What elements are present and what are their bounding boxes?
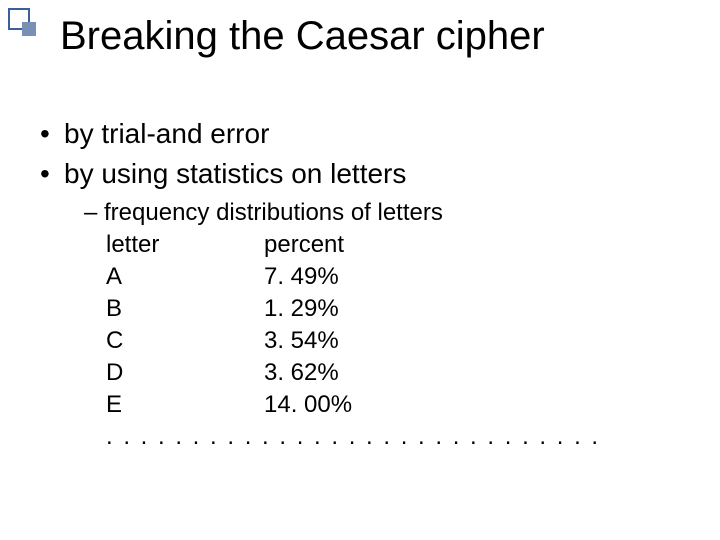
ellipsis-row: . . . . . . . . . . . . . . . . . . . . … [106, 421, 680, 453]
table-header: letter percent [106, 229, 680, 261]
cell-letter: C [106, 325, 264, 357]
table-row: C 3. 54% [106, 325, 680, 357]
frequency-table: letter percent A 7. 49% B 1. 29% C 3. 54… [106, 229, 680, 421]
decoration-square-solid [22, 22, 36, 36]
sub-heading: frequency distributions of letters [84, 197, 680, 229]
cell-percent: 3. 54% [264, 325, 339, 357]
sub-list: frequency distributions of letters lette… [84, 197, 680, 453]
cell-letter: D [106, 357, 264, 389]
slide: Breaking the Caesar cipher by trial-and … [0, 0, 720, 540]
bullet-item: by using statistics on letters [36, 155, 680, 193]
cell-letter: A [106, 261, 264, 293]
bullet-item: by trial-and error [36, 115, 680, 153]
table-row: B 1. 29% [106, 293, 680, 325]
table-row: E 14. 00% [106, 389, 680, 421]
cell-letter: E [106, 389, 264, 421]
cell-percent: 7. 49% [264, 261, 339, 293]
cell-percent: 1. 29% [264, 293, 339, 325]
table-row: A 7. 49% [106, 261, 680, 293]
cell-letter: B [106, 293, 264, 325]
col-letter-header: letter [106, 229, 264, 261]
table-row: D 3. 62% [106, 357, 680, 389]
cell-percent: 14. 00% [264, 389, 352, 421]
slide-title: Breaking the Caesar cipher [60, 14, 545, 59]
bullet-list: by trial-and error by using statistics o… [36, 115, 680, 453]
col-percent-header: percent [264, 229, 344, 261]
cell-percent: 3. 62% [264, 357, 339, 389]
